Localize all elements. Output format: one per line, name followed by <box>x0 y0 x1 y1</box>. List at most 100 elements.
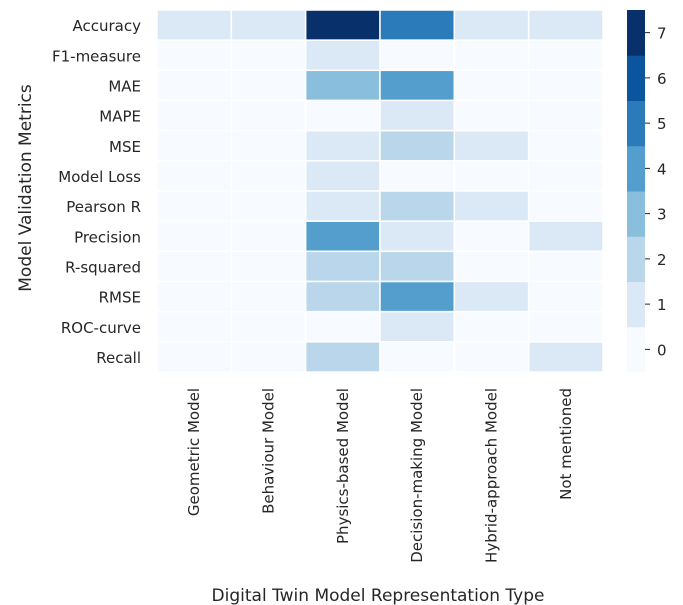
x-axis-label: Digital Twin Model Representation Type <box>212 586 545 605</box>
heatmap-cell <box>304 341 381 373</box>
heatmap-cell <box>304 9 381 41</box>
heatmap-cell <box>453 9 530 41</box>
heatmap-cell <box>156 129 233 162</box>
colorbar-tick-label: 4 <box>657 160 667 178</box>
heatmap-cell <box>379 129 456 162</box>
heatmap-cell <box>453 160 530 192</box>
heatmap-cell <box>379 99 456 132</box>
heatmap-cell <box>379 160 456 192</box>
heatmap-cell <box>453 341 530 373</box>
heatmap-cell <box>156 310 233 343</box>
heatmap-cell <box>230 310 307 343</box>
heatmap-cell <box>453 99 530 132</box>
colorbar-tick-label: 5 <box>657 115 667 133</box>
x-tick-label: Physics-based Model <box>334 388 352 544</box>
y-tick-label: Recall <box>96 349 141 367</box>
y-tick-label: ROC-curve <box>61 319 141 337</box>
x-tick-label: Geometric Model <box>185 388 203 516</box>
colorbar-tick-label: 7 <box>657 25 667 43</box>
colorbar-segment <box>627 236 645 282</box>
heatmap-cell <box>156 99 233 132</box>
heatmap-cell <box>230 9 307 41</box>
heatmap-cell <box>230 69 307 102</box>
y-tick-labels: Accuracy F1-measure MAE MAPE MSE Model Loss Pe… <box>52 17 141 367</box>
heatmap-cell <box>527 190 604 222</box>
colorbar-tick-label: 1 <box>657 296 667 314</box>
x-tick-label: Not mentioned <box>557 388 575 500</box>
heatmap-cell <box>230 39 307 72</box>
heatmap-cell <box>304 160 381 192</box>
heatmap-cell <box>156 220 233 253</box>
heatmap-cell <box>379 250 456 283</box>
heatmap-cell <box>453 250 530 283</box>
x-tick-label: Decision-making Model <box>408 388 426 563</box>
heatmap-cell <box>304 250 381 283</box>
y-axis-label: Model Validation Metrics <box>16 84 36 292</box>
heatmap-cell <box>453 129 530 162</box>
heatmap-cell <box>230 280 307 313</box>
colorbar: 0 1 2 3 4 5 6 7 <box>627 10 667 373</box>
heatmap-cell <box>230 99 307 132</box>
heatmap-cell <box>453 190 530 222</box>
heatmap-cell <box>156 190 233 222</box>
y-tick-label: Model Loss <box>58 168 141 186</box>
heatmap-cell <box>527 250 604 283</box>
heatmap-cell <box>527 99 604 132</box>
heatmap-cell <box>527 39 604 72</box>
colorbar-segment <box>627 55 645 101</box>
heatmap-cell <box>379 280 456 313</box>
y-tick-label: R-squared <box>65 258 141 276</box>
heatmap-cell <box>156 280 233 313</box>
x-tick-label: Hybrid-approach Model <box>483 388 501 563</box>
colorbar-tick-label: 0 <box>657 341 667 359</box>
heatmap-cell <box>156 39 233 72</box>
heatmap-cell <box>156 250 233 283</box>
heatmap-cell <box>379 39 456 72</box>
y-tick-label: Accuracy <box>73 17 142 35</box>
y-tick-label: RMSE <box>99 289 141 307</box>
heatmap-cell <box>527 341 604 373</box>
heatmap-cell <box>453 280 530 313</box>
heatmap-cell <box>527 9 604 41</box>
heatmap-cell <box>527 220 604 253</box>
colorbar-segment <box>627 326 645 373</box>
heatmap-cell <box>379 220 456 253</box>
heatmap-cell <box>379 341 456 373</box>
colorbar-tick-label: 2 <box>657 251 667 269</box>
y-tick-label: F1-measure <box>52 47 141 65</box>
heatmap-cell <box>230 341 307 373</box>
heatmap-cell <box>527 280 604 313</box>
x-tick-labels: Geometric Model Behaviour Model Physics-ba… <box>185 388 575 563</box>
y-tick-label: Pearson R <box>66 198 141 216</box>
heatmap-cell <box>304 69 381 102</box>
colorbar-segment <box>627 100 645 147</box>
heatmap-cell <box>379 9 456 41</box>
colorbar-tick-label: 3 <box>657 206 667 224</box>
colorbar-segment <box>627 145 645 192</box>
heatmap-cell <box>156 160 233 192</box>
heatmap-cell <box>230 220 307 253</box>
heatmap-cell <box>527 129 604 162</box>
heatmap-cell <box>379 69 456 102</box>
heatmap-cell <box>304 310 381 343</box>
y-tick-label: MAPE <box>99 108 141 126</box>
heatmap-cell <box>304 39 381 72</box>
heatmap-cell <box>304 190 381 222</box>
heatmap-cell <box>156 9 233 41</box>
colorbar-segment <box>627 10 645 56</box>
heatmap-cell <box>304 280 381 313</box>
heatmap-cell <box>379 190 456 222</box>
heatmap-cell <box>230 160 307 192</box>
colorbar-segment <box>627 281 645 328</box>
heatmap-cell <box>453 220 530 253</box>
heatmap-cell <box>379 310 456 343</box>
colorbar-tick-label: 6 <box>657 70 667 88</box>
x-tick-label: Behaviour Model <box>260 388 278 514</box>
heatmap-cells <box>156 9 604 373</box>
heatmap-cell <box>453 39 530 72</box>
heatmap-cell <box>156 341 233 373</box>
heatmap-cell <box>230 129 307 162</box>
y-tick-label: MSE <box>109 138 141 156</box>
heatmap-cell <box>527 69 604 102</box>
